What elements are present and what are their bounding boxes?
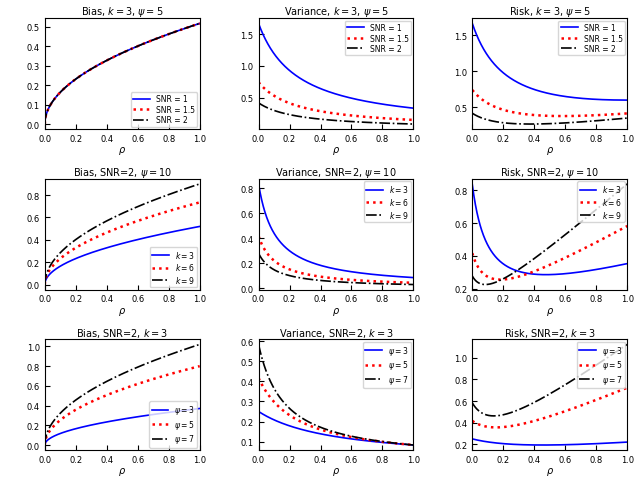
Legend: $\psi=3$, $\psi=5$, $\psi=7$: $\psi=3$, $\psi=5$, $\psi=7$ <box>363 342 411 389</box>
Title: Variance, SNR=2, $k=3$: Variance, SNR=2, $k=3$ <box>279 327 393 340</box>
Title: Risk, SNR=2, $\psi=10$: Risk, SNR=2, $\psi=10$ <box>500 166 599 180</box>
Title: Bias, SNR=2, $\psi=10$: Bias, SNR=2, $\psi=10$ <box>73 166 172 180</box>
X-axis label: $\rho$: $\rho$ <box>546 465 554 477</box>
Title: Variance, $k=3$, $\psi=5$: Variance, $k=3$, $\psi=5$ <box>284 5 388 19</box>
Legend: $k=3$, $k=6$, $k=9$: $k=3$, $k=6$, $k=9$ <box>150 247 197 287</box>
Title: Risk, $k=3$, $\psi=5$: Risk, $k=3$, $\psi=5$ <box>509 5 591 19</box>
Legend: $\psi=3$, $\psi=5$, $\psi=7$: $\psi=3$, $\psi=5$, $\psi=7$ <box>577 342 625 389</box>
X-axis label: $\rho$: $\rho$ <box>118 305 126 317</box>
X-axis label: $\rho$: $\rho$ <box>118 465 126 477</box>
X-axis label: $\rho$: $\rho$ <box>546 305 554 317</box>
Title: Bias, $k=3$, $\psi=5$: Bias, $k=3$, $\psi=5$ <box>81 5 163 19</box>
Legend: $k=3$, $k=6$, $k=9$: $k=3$, $k=6$, $k=9$ <box>577 182 625 222</box>
Title: Bias, SNR=2, $k=3$: Bias, SNR=2, $k=3$ <box>76 327 168 340</box>
X-axis label: $\rho$: $\rho$ <box>332 305 340 317</box>
X-axis label: $\rho$: $\rho$ <box>118 145 126 157</box>
Legend: SNR = 1, SNR = 1.5, SNR = 2: SNR = 1, SNR = 1.5, SNR = 2 <box>345 22 411 56</box>
Title: Risk, SNR=2, $k=3$: Risk, SNR=2, $k=3$ <box>504 327 596 340</box>
Title: Variance, SNR=2, $\psi=10$: Variance, SNR=2, $\psi=10$ <box>275 166 397 180</box>
X-axis label: $\rho$: $\rho$ <box>546 145 554 157</box>
Legend: $k=3$, $k=6$, $k=9$: $k=3$, $k=6$, $k=9$ <box>364 182 411 222</box>
X-axis label: $\rho$: $\rho$ <box>332 465 340 477</box>
X-axis label: $\rho$: $\rho$ <box>332 145 340 157</box>
Legend: SNR = 1, SNR = 1.5, SNR = 2: SNR = 1, SNR = 1.5, SNR = 2 <box>131 93 197 127</box>
Legend: SNR = 1, SNR = 1.5, SNR = 2: SNR = 1, SNR = 1.5, SNR = 2 <box>559 22 625 56</box>
Legend: $\psi=3$, $\psi=5$, $\psi=7$: $\psi=3$, $\psi=5$, $\psi=7$ <box>149 401 197 448</box>
